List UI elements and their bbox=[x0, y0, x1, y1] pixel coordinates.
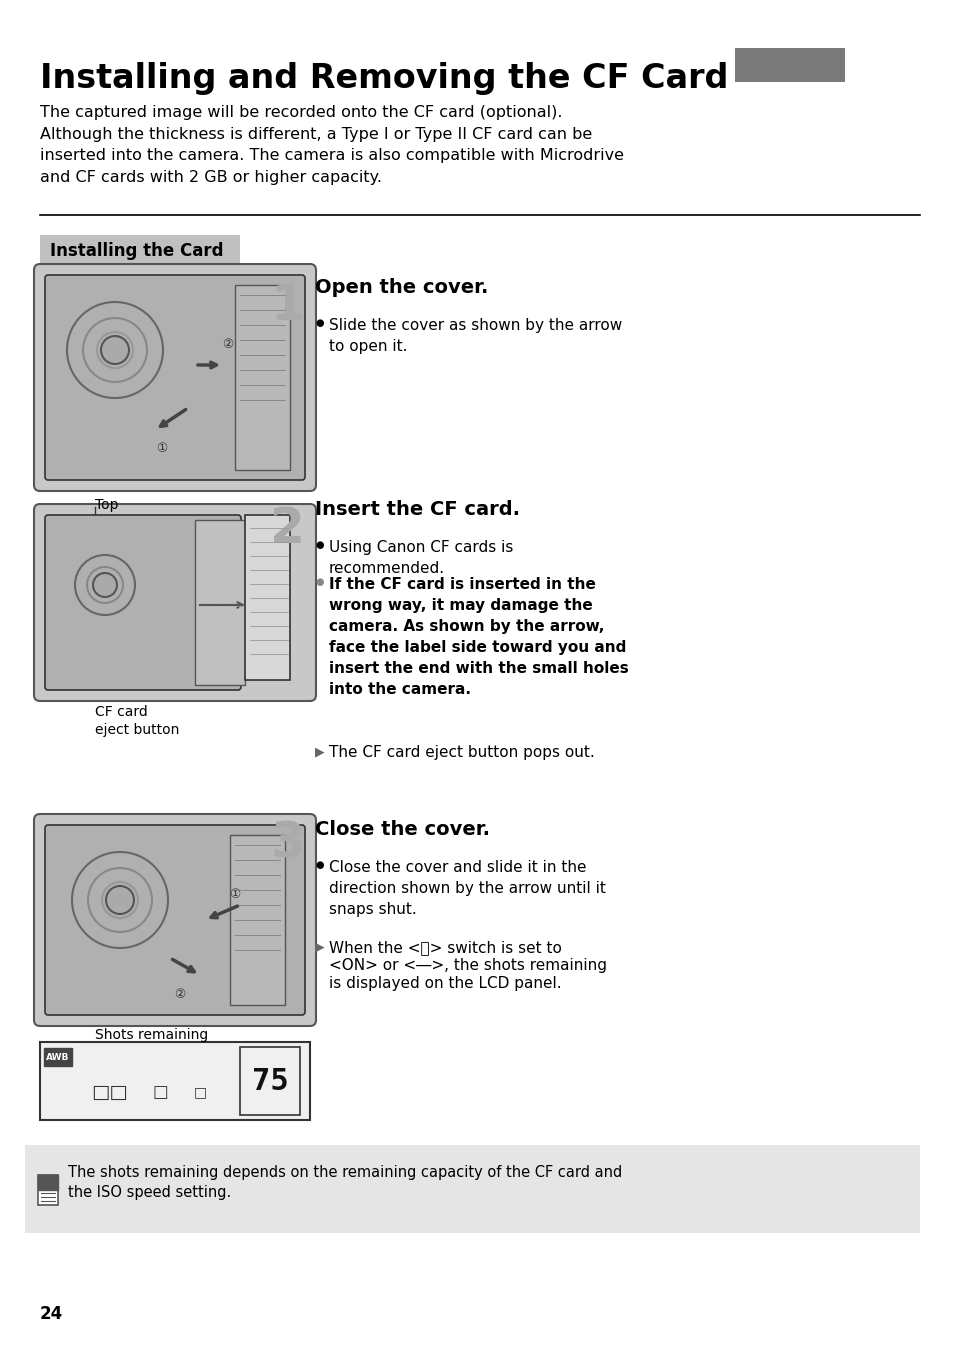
FancyBboxPatch shape bbox=[45, 515, 241, 690]
Text: <ON> or <―>, the shots remaining: <ON> or <―>, the shots remaining bbox=[329, 958, 606, 972]
Circle shape bbox=[106, 886, 133, 915]
Text: □: □ bbox=[152, 1083, 168, 1102]
Text: 24: 24 bbox=[40, 1305, 63, 1323]
Text: ▶: ▶ bbox=[314, 940, 324, 954]
Bar bbox=[194, 521, 245, 685]
Text: 75: 75 bbox=[252, 1068, 288, 1096]
Text: Installing and Removing the CF Card: Installing and Removing the CF Card bbox=[40, 62, 727, 95]
Bar bbox=[25, 1145, 919, 1233]
Text: is displayed on the LCD panel.: is displayed on the LCD panel. bbox=[329, 976, 561, 991]
Bar bbox=[40, 235, 240, 268]
Text: If the CF card is inserted in the
wrong way, it may damage the
camera. As shown : If the CF card is inserted in the wrong … bbox=[329, 577, 628, 697]
Text: CF card
eject button: CF card eject button bbox=[95, 705, 179, 737]
Text: Slide the cover as shown by the arrow
to open it.: Slide the cover as shown by the arrow to… bbox=[329, 317, 621, 354]
Text: The captured image will be recorded onto the CF card (optional).
Although the th: The captured image will be recorded onto… bbox=[40, 105, 623, 184]
Text: ●: ● bbox=[314, 317, 323, 328]
Bar bbox=[240, 1046, 299, 1115]
Text: Open the cover.: Open the cover. bbox=[314, 278, 488, 297]
Text: The CF card eject button pops out.: The CF card eject button pops out. bbox=[329, 745, 594, 760]
Bar bbox=[234, 285, 290, 469]
Text: Close the cover.: Close the cover. bbox=[314, 820, 490, 839]
Text: ①: ① bbox=[156, 441, 168, 455]
Text: ●: ● bbox=[314, 859, 323, 870]
FancyBboxPatch shape bbox=[34, 814, 315, 1026]
Bar bbox=[38, 1176, 58, 1205]
Circle shape bbox=[92, 573, 117, 597]
Text: Close the cover and slide it in the
direction shown by the arrow until it
snaps : Close the cover and slide it in the dire… bbox=[329, 859, 605, 917]
Text: ▶: ▶ bbox=[314, 745, 324, 759]
Text: ①: ① bbox=[229, 889, 240, 901]
Bar bbox=[40, 1042, 310, 1120]
Text: ②: ② bbox=[174, 989, 186, 1002]
Text: Insert the CF card.: Insert the CF card. bbox=[314, 500, 519, 519]
Bar bbox=[734, 48, 844, 82]
Text: ②: ② bbox=[222, 339, 233, 351]
Circle shape bbox=[101, 336, 129, 364]
Bar bbox=[245, 515, 290, 681]
Text: 3: 3 bbox=[270, 820, 305, 868]
Text: 1: 1 bbox=[270, 282, 305, 330]
Text: ●: ● bbox=[314, 577, 323, 586]
Bar bbox=[38, 1176, 58, 1190]
FancyBboxPatch shape bbox=[45, 274, 305, 480]
FancyBboxPatch shape bbox=[45, 824, 305, 1015]
Text: Installing the Card: Installing the Card bbox=[50, 242, 223, 260]
Text: Top: Top bbox=[95, 498, 118, 512]
Text: 2: 2 bbox=[270, 504, 305, 553]
Text: The shots remaining depends on the remaining capacity of the CF card and: The shots remaining depends on the remai… bbox=[68, 1165, 621, 1180]
Text: □□: □□ bbox=[91, 1083, 129, 1102]
Bar bbox=[44, 1048, 71, 1067]
FancyBboxPatch shape bbox=[34, 264, 315, 491]
Text: When the <Ⓢ> switch is set to: When the <Ⓢ> switch is set to bbox=[329, 940, 561, 955]
Text: AWB: AWB bbox=[47, 1053, 70, 1061]
Text: Using Canon CF cards is
recommended.: Using Canon CF cards is recommended. bbox=[329, 539, 513, 576]
Text: ●: ● bbox=[314, 539, 323, 550]
Text: the ISO speed setting.: the ISO speed setting. bbox=[68, 1185, 231, 1200]
FancyBboxPatch shape bbox=[34, 504, 315, 701]
Text: Shots remaining: Shots remaining bbox=[95, 1028, 208, 1042]
Bar bbox=[230, 835, 285, 1005]
Text: □: □ bbox=[193, 1085, 207, 1099]
